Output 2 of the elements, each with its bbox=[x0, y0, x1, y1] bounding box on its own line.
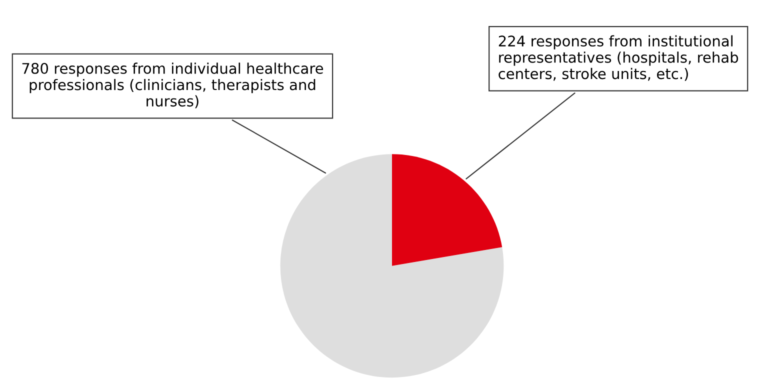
slice-label: 780 responses from individual healthcare professionals (clinicians, therapists and nurses) bbox=[22, 62, 324, 108]
slice-label: 224 responses from institutional representatives (hospitals, rehab centers, stroke units, etc.) bbox=[498, 35, 738, 81]
